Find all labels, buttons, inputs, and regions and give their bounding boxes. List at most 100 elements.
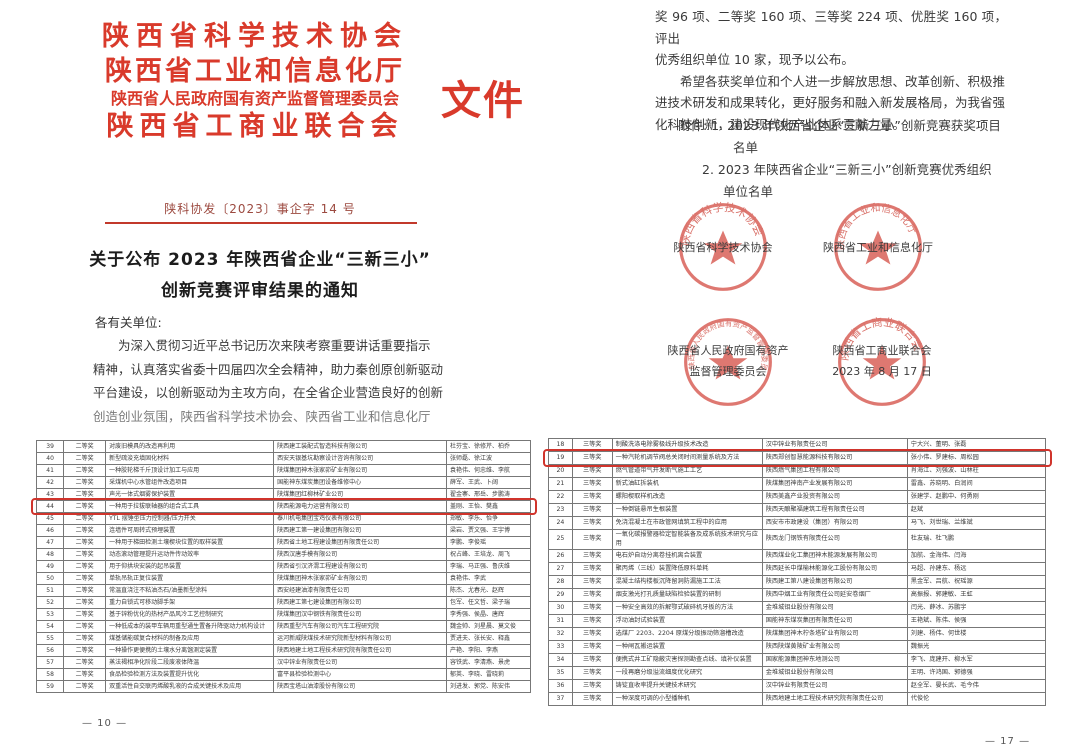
cell-row-number: 19 — [549, 452, 573, 464]
table-row: 42 二等奖 采煤机中心水管组件改造项目 国能神东煤炭集团设备维修中心 薛军、王武、卜阔 — [37, 477, 531, 489]
cell-winner-names: 李鹏、李俊瑶 — [447, 537, 531, 548]
cell-award-level: 二等奖 — [64, 561, 107, 572]
cell-row-number: 57 — [37, 657, 65, 668]
cell-winner-names: 代俊伦 — [908, 693, 1046, 705]
cell-winner-names: 加航、金海伟、闫海 — [908, 550, 1046, 562]
body-line: 奖 96 项、二等奖 160 项、三等奖 224 项、优胜奖 160 项，评出 — [655, 9, 1007, 46]
page-number-left: — 10 — — [82, 718, 128, 729]
table-row: 18 三等奖 制酸洗涤电除雾极线升级技术改造 汉中锌业有限责任公司 宁大兴、董明、张磊 — [549, 439, 1046, 452]
cell-winner-names: 魏金帅、刘星晨、莫文俊 — [447, 621, 531, 632]
cell-company-name: 金堆城钼业股份有限公司 — [763, 667, 908, 679]
cell-award-level: 二等奖 — [64, 441, 107, 452]
body-line: 希望各获奖单位和个人进一步解放思想、改革创新、积极推 — [680, 73, 1006, 89]
table-row: 34 三等奖 便携式井工矿隐蔽灾害探测勘查点线、填补仪装置 国家能源集团神东地测公司李… — [549, 654, 1046, 667]
salutation: 各有关单位: — [95, 315, 162, 330]
table-row: 59 二等奖 双重活性自交联丙烯酸乳液的合成关键技术及应用 陕西宝塔山油漆股份有限公司… — [37, 681, 531, 693]
cell-row-number: 44 — [37, 501, 65, 512]
body-line: 创造创业氛围，陕西省科学技术协会、陕西省工业和信息化厅 — [93, 408, 431, 424]
table-row: 43 二等奖 声光一体式烟雾保护装置 陕煤集团红柳林矿业公司 翟金寨、邢岳、步鹏涛 — [37, 489, 531, 501]
body-line: 精神，认真落实省委十四届四次全会精神，助力秦创原创新驱动 — [93, 361, 444, 377]
cell-row-number: 35 — [549, 667, 573, 679]
cell-project-name: 新式油缸拆装机 — [613, 478, 763, 490]
cell-row-number: 46 — [37, 525, 65, 536]
cell-project-name: 铸锭直收率提升关键技术研究 — [613, 680, 763, 692]
cell-award-level: 二等奖 — [64, 501, 107, 512]
seal-label-science: 陕西省科学技术协会 — [673, 241, 773, 254]
table-row: 47 二等奖 一种用于梯田检测土壤楔块位置的取样装置 陕西省土地工程建设集团有限责任公… — [37, 537, 531, 549]
table-row: 50 二等奖 单轨吊轨正复位装置 陕煤集团神木张家峁矿业有限公司 袁艳伟、李武 — [37, 573, 531, 585]
cell-row-number: 48 — [37, 549, 65, 560]
cell-row-number: 27 — [549, 563, 573, 575]
cell-company-name: 汉中锌业有限责任公司 — [274, 657, 447, 668]
cell-row-number: 41 — [37, 465, 65, 476]
table-row: 40 二等奖 新型疏浚充填固化材料 西安天银基坑勘察设计咨询有限公司 张师磊、徐江波 — [37, 453, 531, 465]
attachment-list: 附件: 1. 2023 年陕西省企业“三新三小”创新竞赛获奖项目 名单 2. 2… — [678, 115, 1038, 203]
cell-award-level: 三等奖 — [573, 602, 613, 614]
cell-award-level: 三等奖 — [573, 615, 613, 627]
cell-row-number: 32 — [549, 628, 573, 640]
cell-project-name: 连墙件可周转式预埋装置 — [106, 525, 275, 536]
table-row: 28 三等奖 混凝土结构楼板沉降留洞防漏施工工法 陕西建工第八建设集团有限公司 黑金军、… — [549, 576, 1046, 589]
cell-winner-names: 马超、孙建东、杨远 — [908, 563, 1046, 575]
table-row: 51 二等奖 常温直浇注不粘油杰石/油墨新型涂料 西安经建油漆有限责任公司 陈杰、尤春光… — [37, 585, 531, 597]
cell-company-name: 陕西宝塔山油漆股份有限公司 — [274, 681, 447, 692]
cell-row-number: 37 — [549, 693, 573, 705]
cell-company-name: 陕西龙门钢铁有限责任公司 — [763, 530, 908, 549]
cell-project-name: 混凝土结构楼板沉降留洞防漏施工工法 — [613, 576, 763, 588]
cell-winner-names: 王明、许鸿国、郭德强 — [908, 667, 1046, 679]
cell-award-level: 二等奖 — [64, 669, 107, 680]
cell-project-name: 食品检验检测方法及装置提升优化 — [106, 669, 275, 680]
cell-award-level: 三等奖 — [573, 563, 613, 575]
table-row: 20 三等奖 燃气管道带气开发断气施工工艺 陕西燃气集团工程有限公司 肖海江、刘强波、山… — [549, 465, 1046, 478]
cell-company-name: 陕西省引汉济渭工程建设有限公司 — [274, 561, 447, 572]
cell-project-name: 一种胶轮梯千斤顶设计加工与应用 — [106, 465, 275, 476]
cell-company-name: 陕煤集团神木张家峁矿业有限公司 — [274, 573, 447, 584]
cell-row-number: 50 — [37, 573, 65, 584]
cell-project-name: 一种用于梯田检测土壤楔块位置的取样装置 — [106, 537, 275, 548]
cell-project-name: 常温直浇注不粘油杰石/油墨新型涂料 — [106, 585, 275, 596]
cell-award-level: 三等奖 — [573, 680, 613, 692]
cell-row-number: 29 — [549, 589, 573, 601]
seal-federation: 陕西省工商业联合会 — [836, 315, 928, 408]
cell-company-name: 陕西能源电力运营有限公司 — [274, 501, 447, 512]
table-row: 45 二等奖 YTL 摆锤型压力控制器/压力开关 泰川机电集团宝鸡仪表有限公司 郑敏、李… — [37, 513, 531, 525]
cell-row-number: 20 — [549, 465, 573, 477]
cell-project-name: 免浇混凝土在市政管网填筑工程中的应用 — [613, 517, 763, 529]
cell-winner-names: 高振报、郭建敏、王虹 — [908, 589, 1046, 601]
page-number-right: — 17 — — [985, 736, 1031, 747]
cell-winner-names: 袁艳伟、李武 — [447, 573, 531, 584]
cell-company-name: 陕煤集团汉中钢铁有限责任公司 — [274, 609, 447, 620]
left-page-body: 为深入贯彻习近平总书记历次来陕考察重要讲话重要指示 精神，认真落实省委十四届四次… — [93, 334, 445, 428]
issuing-orgs-header: 陕西省科学技术协会 陕西省工业和信息化厅 陕西省人民政府国有资产监督管理委员会 … — [100, 20, 410, 144]
table-row: 41 二等奖 一种胶轮梯千斤顶设计加工与应用 陕煤集团神木张家峁矿业有限公司 袁艳伟、何… — [37, 465, 531, 477]
cell-winner-names: 雷鑫、苏晓明、白润间 — [908, 478, 1046, 490]
cell-project-name: 便携式井工矿隐蔽灾害探测勘查点线、填补仪装置 — [613, 654, 763, 666]
cell-winner-names: 肖海江、刘强波、山林柱 — [908, 465, 1046, 477]
table-row: 33 三等奖 一种闸瓦搬运装置 陕西陕煤黄陵矿业有限公司 魏振光 — [549, 641, 1046, 654]
cell-winner-names: 郁英、李晓、雷晓莉 — [447, 669, 531, 680]
cell-company-name: 陕西建工第一建设集团有限公司 — [274, 525, 447, 536]
cell-winner-names: 赵全军、晏长武、毛今伟 — [908, 680, 1046, 692]
cell-company-name: 陕西地建土地工程技术研究院有限责任公司 — [763, 693, 908, 705]
cell-award-level: 三等奖 — [573, 452, 613, 464]
seal-sasac: 陕西省人民政府国有资产监督管理委员会 — [678, 309, 774, 408]
cell-project-name: 一种汽轮机调节阀总关闭时间测量系统及方法 — [613, 452, 763, 464]
cell-row-number: 28 — [549, 576, 573, 588]
cell-project-name: 聚丙烯（三线）装置降低原料单耗 — [613, 563, 763, 575]
table-row: 26 三等奖 电石炉自动分离卷挂机离合装置 陕西煤业化工集团神木能源发展有限公司 加航、… — [549, 550, 1046, 563]
cell-project-name: 蒸法褐相净化阶段二段废液体降温 — [106, 657, 275, 668]
cell-row-number: 31 — [549, 615, 573, 627]
cell-row-number: 58 — [37, 669, 65, 680]
cell-company-name: 陕西建工第七建设集团有限公司 — [274, 597, 447, 608]
cell-row-number: 23 — [549, 504, 573, 516]
cell-winner-names: 刘进发、郭党、陈安伟 — [447, 681, 531, 692]
cell-winner-names: 盖刚、王怡、樊鑫 — [447, 501, 531, 512]
cell-award-level: 三等奖 — [573, 628, 613, 640]
cell-award-level: 三等奖 — [573, 517, 613, 529]
table-row: 30 三等奖 一种安全高效的拆解鄂式破碎机牙板的方法 金堆城钼业股份有限公司 闫光、薛冰… — [549, 602, 1046, 615]
table-row: 58 二等奖 食品检验检测方法及装置提升优化 富平县检验检测中心 郁英、李晓、雷晓莉 — [37, 669, 531, 681]
cell-award-level: 二等奖 — [64, 465, 107, 476]
cell-row-number: 51 — [37, 585, 65, 596]
cell-award-level: 三等奖 — [573, 465, 613, 477]
cell-winner-names: 黑金军、吕航、祝瑶源 — [908, 576, 1046, 588]
